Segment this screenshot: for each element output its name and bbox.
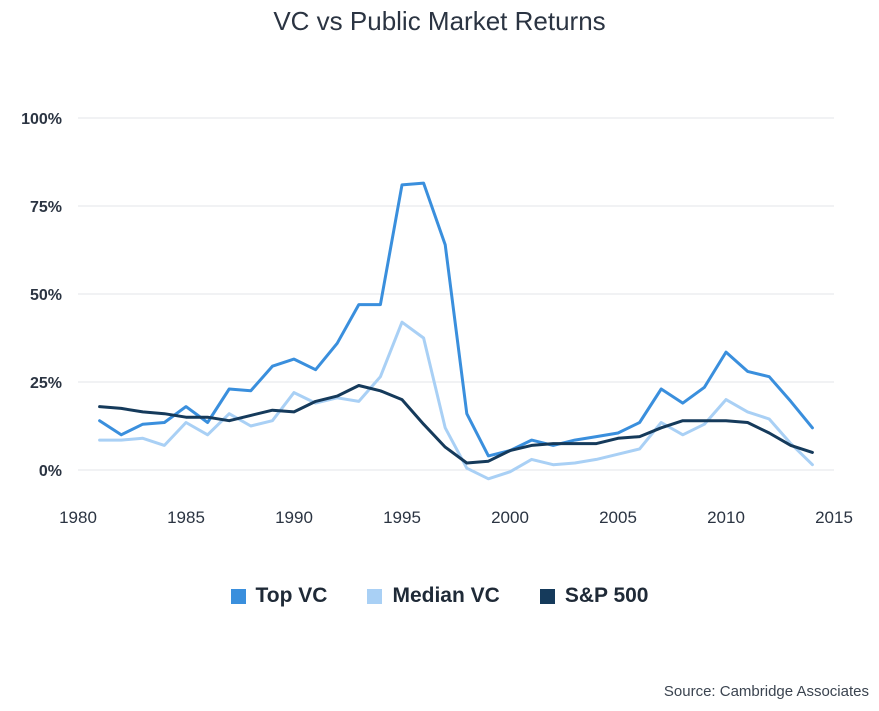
legend-label: Median VC — [392, 584, 500, 607]
series-line-s-p-500 — [98, 384, 814, 465]
legend-item: Top VC — [230, 584, 328, 608]
x-tick-label: 2005 — [599, 508, 637, 527]
chart-title: VC vs Public Market Returns — [273, 6, 606, 36]
legend-label: S&P 500 — [564, 584, 649, 607]
y-tick-label: 75% — [30, 199, 62, 216]
series-line-top-vc — [98, 181, 814, 458]
y-axis-ticks: 0% 25% 50% 75% 100% — [21, 111, 62, 480]
x-axis-ticks: 1980 1985 1990 1995 2000 2005 2010 2015 — [59, 508, 853, 527]
x-tick-label: 1985 — [167, 508, 205, 527]
legend: Top VC Median VC S&P 500 — [0, 584, 879, 608]
legend-item: S&P 500 — [539, 584, 649, 608]
source-note: Source: Cambridge Associates — [663, 683, 869, 700]
legend-item: Median VC — [367, 584, 500, 608]
x-tick-label: 2000 — [491, 508, 529, 527]
legend-swatch — [230, 588, 246, 604]
x-tick-label: 1990 — [275, 508, 313, 527]
x-tick-label: 2010 — [707, 508, 745, 527]
legend-label: Top VC — [255, 584, 328, 607]
y-tick-label: 25% — [30, 375, 62, 392]
series-lines — [98, 181, 814, 481]
x-tick-label: 1995 — [383, 508, 421, 527]
legend-swatch — [367, 588, 383, 604]
y-tick-label: 0% — [39, 463, 62, 480]
y-tick-label: 100% — [21, 111, 62, 128]
series-line-median-vc — [98, 320, 814, 481]
x-tick-label: 1980 — [59, 508, 97, 527]
legend-swatch — [539, 588, 555, 604]
x-tick-label: 2015 — [815, 508, 853, 527]
gridlines — [78, 117, 834, 471]
y-tick-label: 50% — [30, 287, 62, 304]
